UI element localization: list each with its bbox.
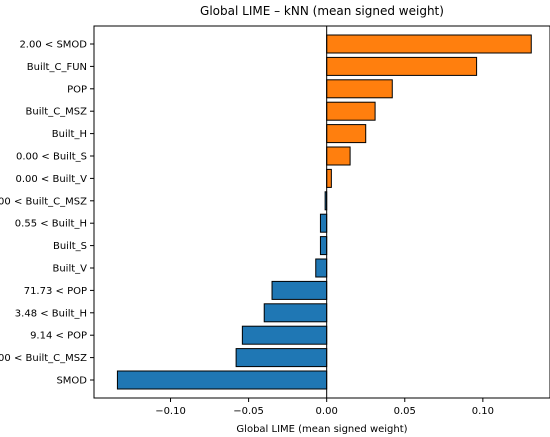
bar bbox=[316, 259, 327, 277]
x-tick-label: −0.10 bbox=[155, 406, 186, 417]
bar bbox=[272, 281, 327, 299]
y-tick-label: 0.00 < Built_V bbox=[15, 174, 87, 185]
bar bbox=[264, 304, 326, 322]
bar bbox=[327, 35, 532, 53]
x-tick-label: 0.05 bbox=[394, 406, 416, 417]
y-tick-label: POP bbox=[67, 84, 87, 95]
bars-group bbox=[117, 35, 531, 389]
bar bbox=[236, 349, 327, 367]
x-ticks-group: −0.10 −0.05 0.00 0.05 0.10 bbox=[155, 398, 494, 417]
x-tick-label: 0.10 bbox=[472, 406, 494, 417]
bar bbox=[327, 102, 375, 120]
bar bbox=[320, 214, 326, 232]
chart-title: Global LIME – kNN (mean signed weight) bbox=[200, 4, 444, 18]
bar bbox=[117, 371, 326, 389]
y-tick-label: 71.73 < POP bbox=[24, 286, 87, 297]
y-tick-label: 0.00 < Built_S bbox=[16, 152, 87, 163]
x-tick-label: −0.05 bbox=[233, 406, 264, 417]
bar bbox=[327, 147, 350, 165]
y-tick-label: Built_H bbox=[52, 129, 87, 140]
y-tick-label: 3.48 < Built_H bbox=[15, 308, 87, 319]
y-tick-label: SMOD bbox=[56, 376, 87, 387]
y-tick-label: Built_S bbox=[53, 241, 87, 252]
bar bbox=[327, 80, 393, 98]
y-tick-label: 0.55 < Built_H bbox=[15, 219, 87, 230]
bar bbox=[327, 125, 366, 143]
y-tick-label: 4.00 < Built_C_MSZ bbox=[0, 353, 87, 364]
y-tick-label: Built_C_FUN bbox=[27, 62, 87, 73]
bar bbox=[242, 326, 326, 344]
y-tick-label: 9.14 < POP bbox=[30, 331, 87, 342]
y-tick-label: Built_C_MSZ bbox=[26, 107, 88, 118]
y-tick-label: 2.00 < SMOD bbox=[19, 40, 87, 51]
x-axis-label: Global LIME (mean signed weight) bbox=[236, 424, 407, 435]
y-tick-label: 3.00 < Built_C_MSZ bbox=[0, 196, 87, 207]
bar bbox=[327, 169, 332, 187]
x-tick-label: 0.00 bbox=[316, 406, 338, 417]
bar bbox=[327, 57, 477, 75]
y-tick-label: Built_V bbox=[52, 264, 87, 275]
y-ticks-group: 2.00 < SMOD Built_C_FUN POP Built_C_MSZ Buil… bbox=[0, 40, 94, 387]
bar bbox=[320, 237, 326, 255]
